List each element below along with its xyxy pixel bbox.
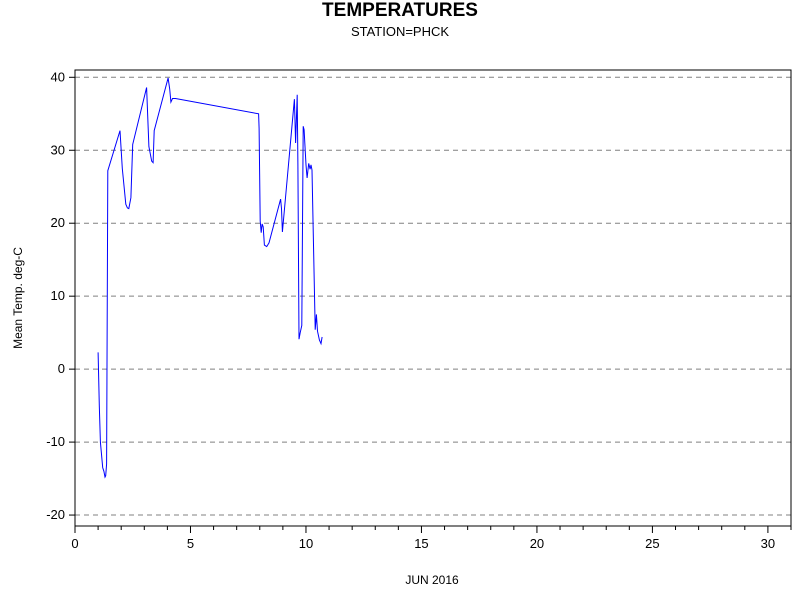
y-tick-label: 30 [51,142,65,157]
temperature-series-line [97,77,323,479]
x-axis-label: JUN 2016 [405,573,459,587]
plot-frame [74,69,792,527]
y-tick-label: 40 [51,69,65,84]
y-tick-label: -20 [46,507,65,522]
x-tick-label: 25 [645,536,659,551]
chart-title: TEMPERATURES [322,0,478,21]
y-tick-label: 10 [51,288,65,303]
y-tick-label: -10 [46,434,65,449]
y-tick-label: 0 [58,361,65,376]
x-tick-label: 30 [761,536,775,551]
x-tick-label: 10 [299,536,313,551]
y-tick-label: 20 [51,215,65,230]
x-tick-label: 0 [71,536,78,551]
x-tick-label: 20 [530,536,544,551]
x-tick-label: 15 [414,536,428,551]
chart-subtitle: STATION=PHCK [350,24,450,39]
x-tick-label: 5 [187,536,194,551]
